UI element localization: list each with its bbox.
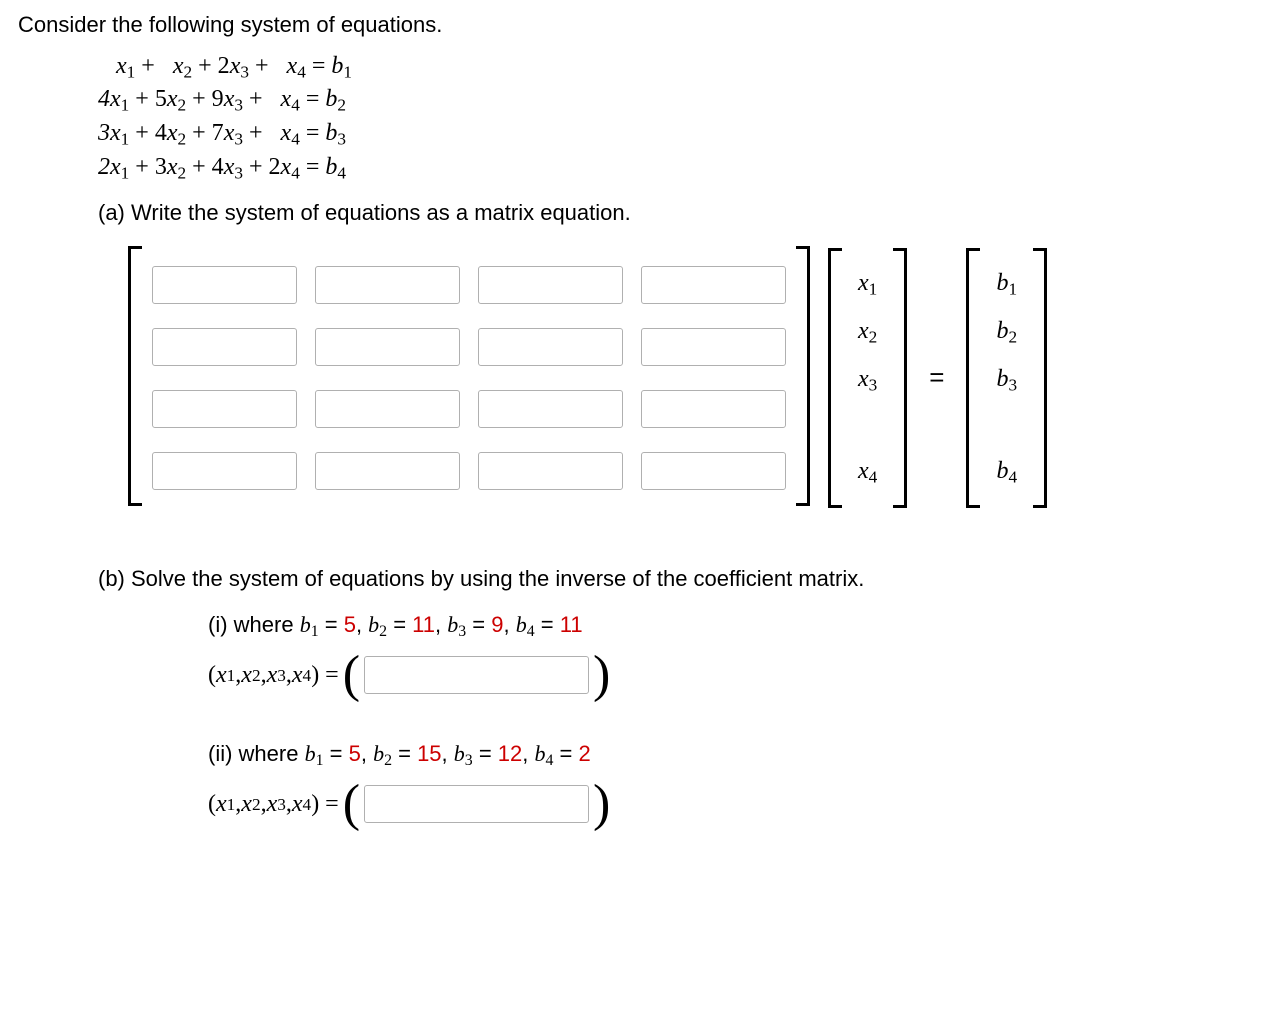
equals-sign: = [925,360,948,395]
matrix-cell-1-3[interactable] [478,266,623,304]
matrix-cell-3-1[interactable] [152,390,297,428]
equation-row-2: 4x1 + 5x2 + 9x3 + x4 = b2 [98,83,1248,117]
matrix-cell-2-1[interactable] [152,328,297,366]
equation-row-1: x1 + x2 + 2x3 + x4 = b1 [98,50,1248,84]
right-bracket-icon [893,248,907,508]
matrix-cell-1-2[interactable] [315,266,460,304]
coefficient-matrix [128,246,810,510]
equation-row-3: 3x1 + 4x2 + 7x3 + x4 = b3 [98,117,1248,151]
matrix-cell-2-4[interactable] [641,328,786,366]
left-bracket-icon [966,248,980,508]
matrix-cell-1-1[interactable] [152,266,297,304]
subpart-i-answer: (x1, x2, x3, x4) = ( ) [208,652,1248,699]
right-bracket-icon [1033,248,1047,508]
matrix-cell-3-3[interactable] [478,390,623,428]
subpart-ii-answer: (x1, x2, x3, x4) = ( ) [208,781,1248,828]
b-vector-entry-3: b3 [996,363,1017,397]
matrix-cell-4-4[interactable] [641,452,786,490]
part-b-prompt: (b) Solve the system of equations by usi… [98,564,1248,594]
x-vector-entry-2: x2 [858,315,877,349]
left-bracket-icon [128,246,142,506]
matrix-cell-4-3[interactable] [478,452,623,490]
x-vector-entry-4: x4 [858,455,877,489]
equation-row-4: 2x1 + 3x2 + 4x3 + 2x4 = b4 [98,151,1248,185]
subpart-ii-prompt: (ii) where b1 = 5, b2 = 15, b3 = 12, b4 … [208,739,1248,771]
matrix-cell-4-1[interactable] [152,452,297,490]
answer-input-ii[interactable] [364,785,589,823]
problem-intro: Consider the following system of equatio… [18,10,1248,40]
matrix-equation: x1 x2 x3 x4 = b1 b2 b3 b4 [128,246,1248,510]
subpart-i-prompt: (i) where b1 = 5, b2 = 11, b3 = 9, b4 = … [208,610,1248,642]
b-vector-entry-2: b2 [996,315,1017,349]
matrix-cell-3-4[interactable] [641,390,786,428]
matrix-cell-1-4[interactable] [641,266,786,304]
matrix-cell-4-2[interactable] [315,452,460,490]
right-bracket-icon [796,246,810,506]
left-bracket-icon [828,248,842,508]
part-a-prompt: (a) Write the system of equations as a m… [98,198,1248,228]
x-vector-entry-3: x3 [858,363,877,397]
x-vector: x1 x2 x3 x4 [828,248,907,508]
matrix-cell-3-2[interactable] [315,390,460,428]
equation-system: x1 + x2 + 2x3 + x4 = b1 4x1 + 5x2 + 9x3 … [98,50,1248,185]
b-vector: b1 b2 b3 b4 [966,248,1047,508]
b-vector-entry-4: b4 [996,455,1017,489]
answer-input-i[interactable] [364,656,589,694]
matrix-cell-2-2[interactable] [315,328,460,366]
b-vector-entry-1: b1 [996,267,1017,301]
matrix-cell-2-3[interactable] [478,328,623,366]
x-vector-entry-1: x1 [858,267,877,301]
